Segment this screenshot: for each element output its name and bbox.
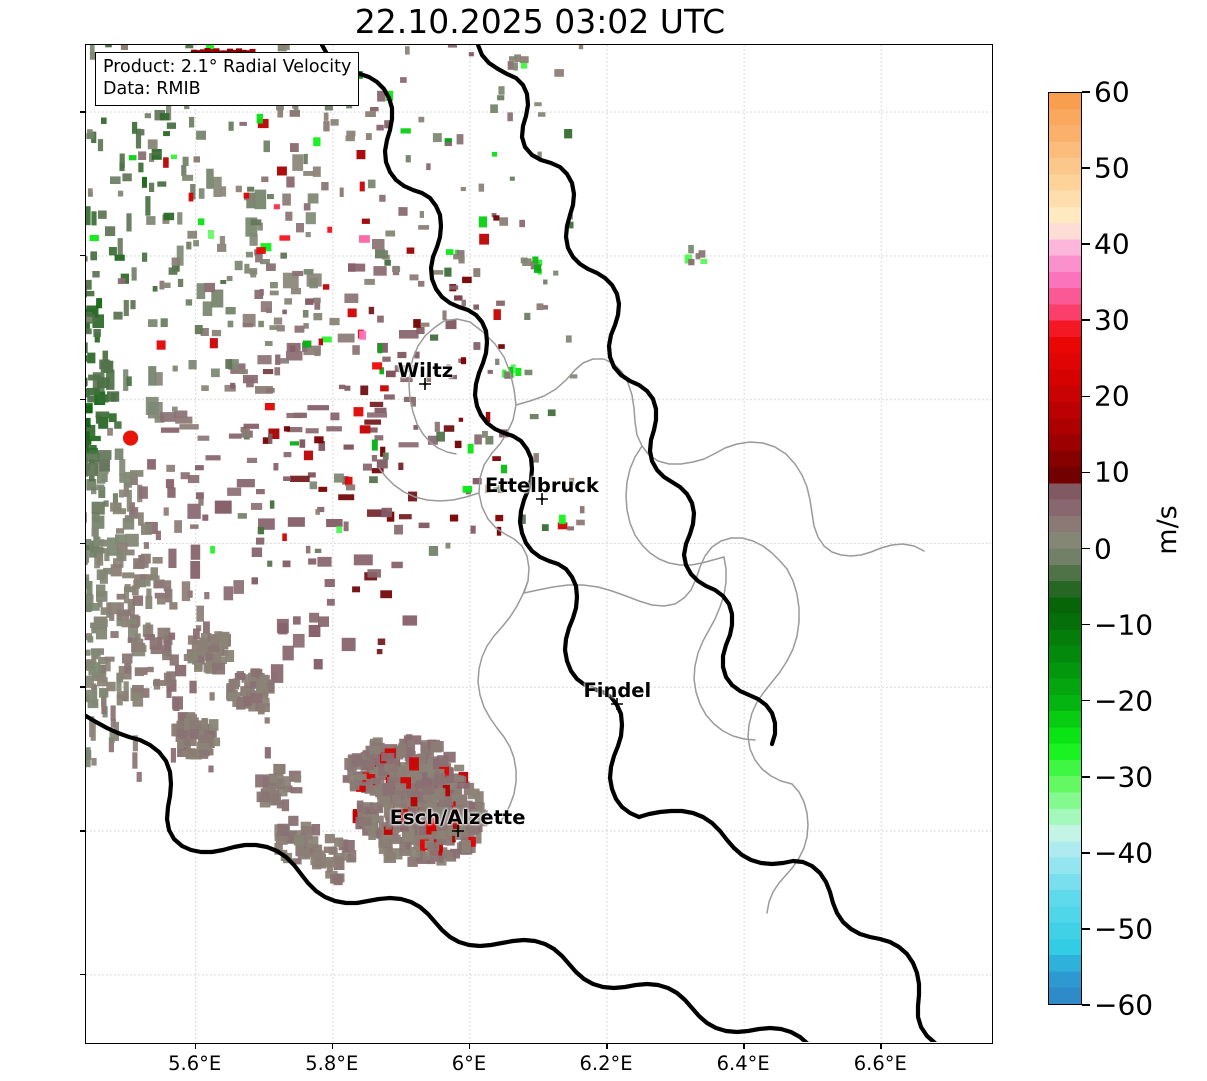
info-data-line: Data: RMIB xyxy=(103,79,201,100)
y-axis-tick xyxy=(80,254,85,257)
colorbar-tick-label: −50 xyxy=(1094,912,1154,946)
colorbar-tick-label: 10 xyxy=(1094,455,1130,489)
city-label: Ettelbruck xyxy=(484,474,599,498)
x-axis-tick xyxy=(606,1044,608,1049)
colorbar-tick xyxy=(1082,775,1090,778)
colorbar-tick-label: 40 xyxy=(1094,227,1130,261)
y-axis-tick xyxy=(80,973,85,976)
x-axis-label: 6°E xyxy=(451,1052,487,1075)
colorbar-tick xyxy=(1082,319,1090,322)
radar-station-marker xyxy=(119,427,142,450)
city-marker-icon xyxy=(535,491,548,510)
city-label: Findel xyxy=(583,678,652,702)
colorbar-tick xyxy=(1082,1004,1090,1006)
info-product-line: Product: 2.1° Radial Velocity xyxy=(103,57,352,77)
colorbar-tick xyxy=(1082,91,1090,93)
city-marker-icon xyxy=(419,376,432,395)
district-borders xyxy=(378,318,925,914)
colorbar-tick xyxy=(1082,243,1090,245)
colorbar-gradient xyxy=(1049,93,1081,1004)
national-borders xyxy=(86,45,937,1042)
colorbar-tick-label: 50 xyxy=(1094,151,1130,185)
colorbar-tick-label: −60 xyxy=(1094,988,1154,1022)
y-axis-tick xyxy=(80,542,85,544)
x-axis-label: 6.4°E xyxy=(716,1052,770,1075)
colorbar-tick-label: 60 xyxy=(1094,75,1130,109)
x-axis-tick xyxy=(468,1044,471,1049)
colorbar-tick xyxy=(1082,395,1090,398)
colorbar-tick xyxy=(1082,852,1090,854)
colorbar-tick xyxy=(1082,547,1090,550)
colorbar-tick-label: −30 xyxy=(1094,760,1154,794)
page-title: 22.10.2025 03:02 UTC xyxy=(354,2,726,41)
radar-echo-field xyxy=(86,45,708,886)
colorbar-tick xyxy=(1082,623,1090,626)
x-axis-label: 6.6°E xyxy=(853,1052,907,1075)
map-canvas xyxy=(86,45,991,1042)
x-axis-tick xyxy=(743,1044,745,1049)
x-axis-tick xyxy=(194,1044,197,1049)
colorbar-tick xyxy=(1082,167,1090,169)
colorbar-unit-label: m/s xyxy=(1152,505,1183,555)
y-axis-tick xyxy=(80,398,85,401)
colorbar-tick-label: 20 xyxy=(1094,379,1130,413)
colorbar-tick-label: −10 xyxy=(1094,608,1154,642)
y-axis-tick xyxy=(80,830,85,832)
colorbar-tick-label: −20 xyxy=(1094,684,1154,718)
gridlines xyxy=(86,45,991,1042)
map-plot-area[interactable]: Product: 2.1° Radial Velocity Data: RMIB… xyxy=(85,44,993,1044)
y-axis-tick xyxy=(80,111,85,113)
x-axis-tick xyxy=(880,1044,882,1049)
x-axis-label: 5.6°E xyxy=(168,1052,222,1075)
x-axis-tick xyxy=(331,1044,334,1049)
city-marker-icon xyxy=(611,695,624,714)
x-axis-label: 6.2°E xyxy=(579,1052,633,1075)
info-box: Product: 2.1° Radial Velocity Data: RMIB xyxy=(95,52,360,106)
colorbar-tick-label: 30 xyxy=(1094,303,1130,337)
colorbar-tick xyxy=(1082,471,1090,474)
colorbar-tick xyxy=(1082,928,1090,930)
colorbar-tick-label: 0 xyxy=(1094,532,1112,565)
map-clip xyxy=(86,45,992,1043)
city-label: Wiltz xyxy=(397,359,454,383)
colorbar-tick-label: −40 xyxy=(1094,836,1154,870)
city-marker-icon xyxy=(451,823,464,842)
colorbar[interactable] xyxy=(1048,92,1082,1005)
colorbar-tick xyxy=(1082,699,1090,702)
x-axis-label: 5.8°E xyxy=(305,1052,359,1075)
y-axis-tick xyxy=(80,686,85,688)
city-label: Esch/Alzette xyxy=(389,806,526,830)
